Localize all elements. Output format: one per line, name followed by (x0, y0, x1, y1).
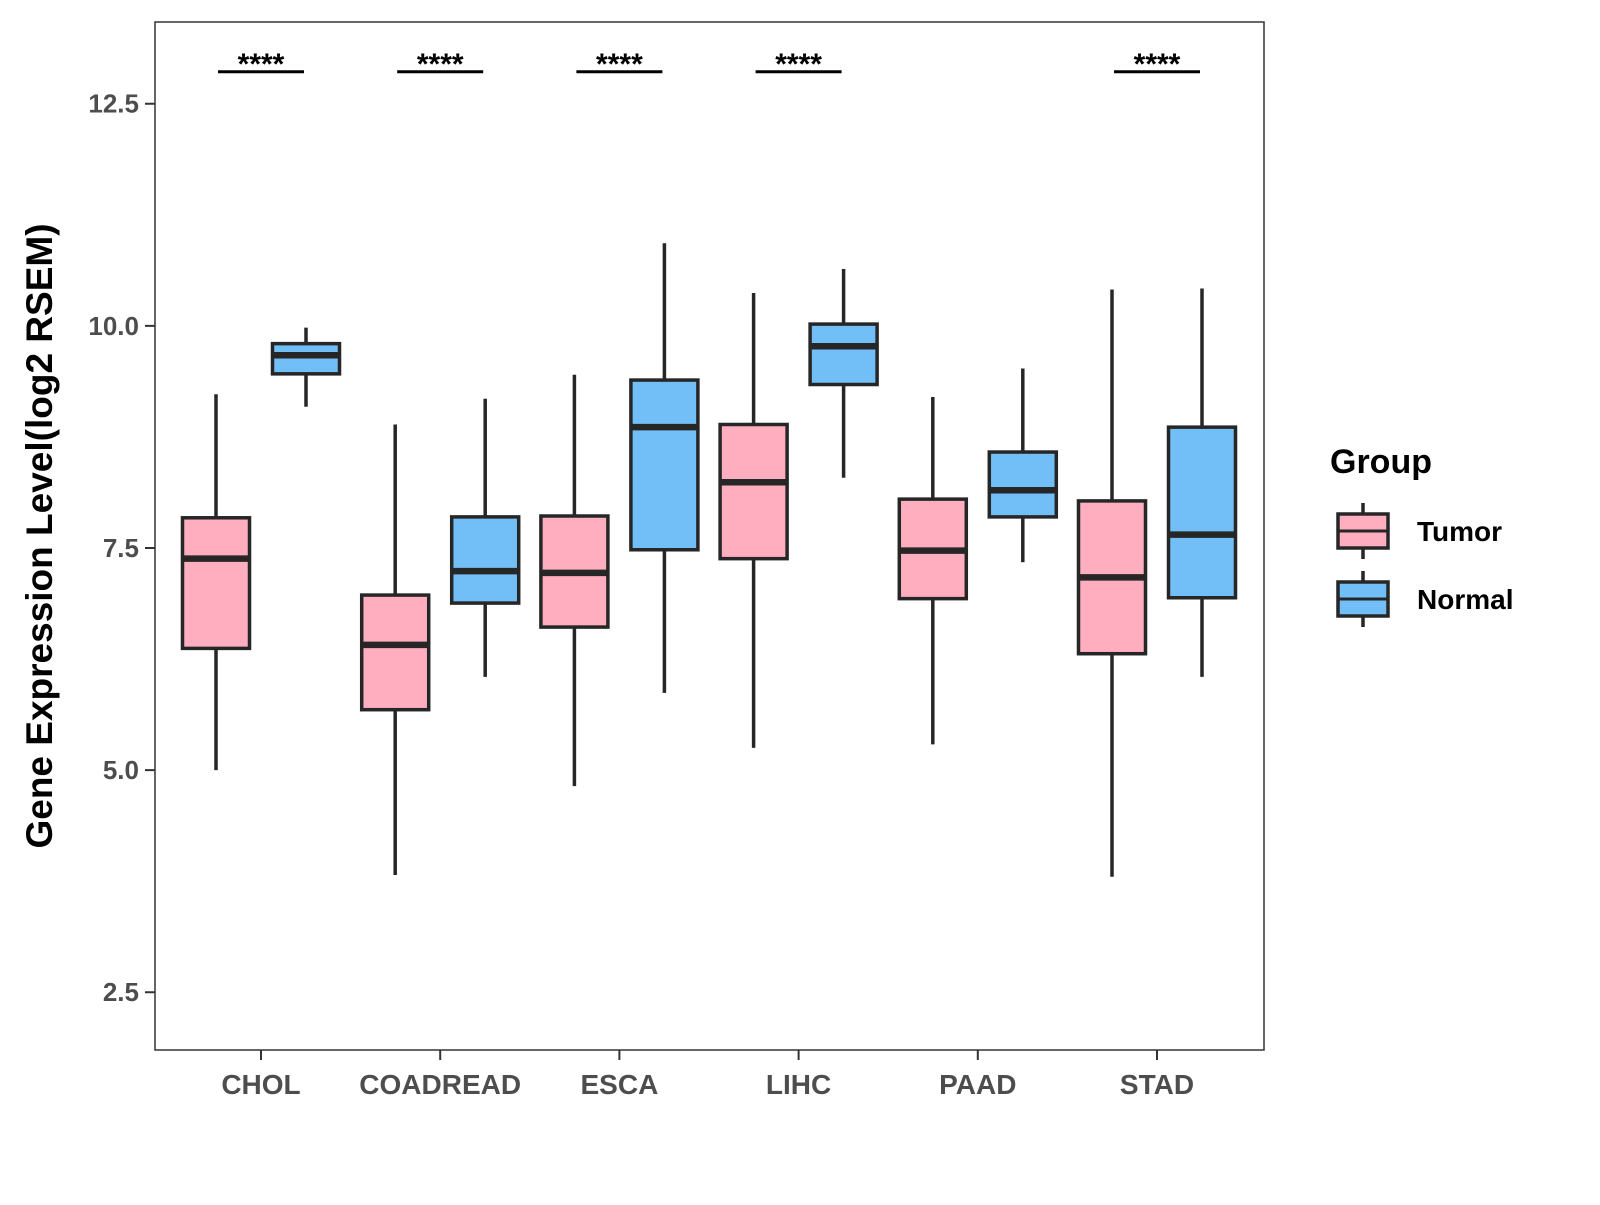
box-normal-lihc (808, 269, 879, 478)
box-tumor-paad (897, 396, 969, 745)
x-tick-label: PAAD (939, 1069, 1016, 1100)
box-iqr (270, 341, 342, 376)
x-tick-label: STAD (1120, 1069, 1194, 1100)
box-tumor-stad (1076, 289, 1148, 877)
y-axis: 2.5 5.0 7.5 10.0 12.5 (88, 89, 155, 1007)
significance-annotations: **** **** **** **** **** (218, 48, 1200, 81)
box-normal-paad (987, 368, 1059, 563)
significance-label: **** (417, 48, 464, 81)
y-tick-label: 5.0 (103, 755, 139, 785)
box-tumor-lihc (718, 292, 789, 748)
significance-label: **** (596, 48, 643, 81)
significance-label: **** (238, 48, 285, 81)
x-tick-label: COADREAD (359, 1069, 521, 1100)
box-iqr (808, 322, 879, 387)
box-iqr (718, 422, 789, 561)
y-tick-label: 2.5 (103, 977, 139, 1007)
box-normal-chol (270, 327, 342, 407)
y-tick-label: 7.5 (103, 533, 139, 563)
box-tumor-esca (539, 374, 610, 787)
x-tick-label: CHOL (221, 1069, 300, 1100)
box-tumor-coadread (359, 424, 431, 875)
x-axis: CHOL COADREAD ESCA LIHC PAAD STAD (221, 1050, 1194, 1100)
box-iqr (1166, 425, 1238, 600)
y-tick-label: 12.5 (88, 89, 139, 119)
box-normal-stad (1166, 288, 1238, 677)
box-iqr (629, 378, 700, 552)
y-tick-label: 10.0 (88, 311, 139, 341)
legend-item-normal: Normal (1336, 571, 1513, 627)
box-tumor-chol (180, 394, 252, 771)
box-normal-coadread (449, 398, 521, 677)
boxes (180, 243, 1238, 877)
box-normal-esca (629, 243, 700, 693)
x-tick-label: ESCA (581, 1069, 659, 1100)
box-iqr (180, 516, 252, 651)
box-iqr (987, 450, 1059, 519)
legend-label: Normal (1417, 584, 1513, 615)
legend-item-tumor: Tumor (1336, 503, 1502, 559)
box-iqr (449, 515, 521, 605)
legend-title: Group (1330, 443, 1432, 481)
legend: Group Tumor Normal (1330, 443, 1513, 627)
significance-label: **** (1134, 48, 1181, 81)
y-axis-label: Gene Expression Level(log2 RSEM) (19, 223, 60, 848)
significance-label: **** (775, 48, 822, 81)
box-iqr (359, 593, 431, 712)
legend-label: Tumor (1417, 516, 1502, 547)
x-tick-label: LIHC (766, 1069, 831, 1100)
